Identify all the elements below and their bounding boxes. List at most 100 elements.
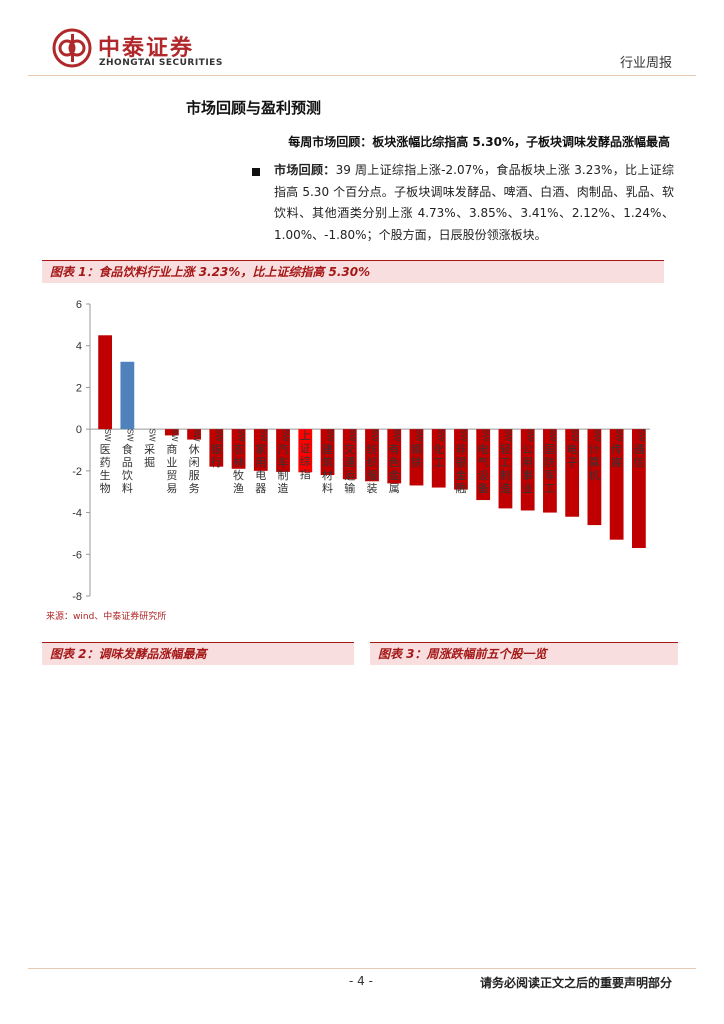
section-title: 市场回顾与盈利预测 xyxy=(186,99,322,117)
category-label-prefix: SW xyxy=(414,429,423,442)
category-label-char: 公 xyxy=(522,443,533,456)
category-label-char: 料 xyxy=(122,481,133,495)
category-label-prefix: SW xyxy=(103,429,112,442)
footer-divider xyxy=(28,968,696,969)
category-label-char: 机 xyxy=(589,468,600,482)
figure-2-title: 图表 2：调味发酵品涨幅最高 xyxy=(50,647,207,661)
bar xyxy=(476,429,491,501)
bar xyxy=(298,429,313,473)
brand-name-cn: 中泰证券 xyxy=(98,36,195,61)
category-label-char: 输 xyxy=(344,481,355,495)
bar xyxy=(431,429,446,488)
category-label-prefix: SW xyxy=(437,429,446,442)
category-label-prefix: SW xyxy=(526,429,535,442)
bar xyxy=(164,429,179,436)
category-label-char: 易 xyxy=(166,482,177,495)
category-label-char: 工 xyxy=(433,456,444,469)
bar xyxy=(342,429,357,480)
category-label-char: 用 xyxy=(255,456,266,469)
category-label-char: 算 xyxy=(589,455,600,469)
category-label-char: 服 xyxy=(367,469,378,482)
bullet-square-icon xyxy=(252,168,260,176)
bar xyxy=(187,429,201,440)
category-label-char: 交 xyxy=(344,442,355,456)
category-label-char: 业 xyxy=(166,456,177,469)
category-label-prefix: SW xyxy=(570,429,579,442)
category-label-prefix: SW xyxy=(637,429,646,442)
category-label-char: 行 xyxy=(211,456,222,469)
category-label-char: 通 xyxy=(344,456,355,469)
category-label-char: 业 xyxy=(522,482,533,495)
figure-1-titlebar: 图表 1：食品饮料行业上涨 3.23%，比上证综指高 5.30% xyxy=(42,260,664,283)
category-label-char: 备 xyxy=(478,481,489,495)
category-label-char: 牧 xyxy=(233,468,244,482)
bar xyxy=(231,429,246,469)
category-label-char: 事 xyxy=(522,469,533,482)
category-label-char: 制 xyxy=(500,469,511,482)
bar xyxy=(409,429,424,486)
category-label-char: 有 xyxy=(389,442,400,456)
category-label-prefix: SW xyxy=(392,429,401,442)
bar xyxy=(587,429,602,526)
category-label-prefix: SW xyxy=(259,429,268,442)
category-label-char: 汽 xyxy=(278,442,289,456)
category-label-char: 上 xyxy=(300,429,311,442)
category-label-char: 农 xyxy=(233,442,244,456)
y-tick-label: 6 xyxy=(76,299,82,311)
paragraph-text: 39 周上证综指上涨-2.07%，食品板块上涨 3.23%，比上证综指高 5.3… xyxy=(274,163,674,242)
bar xyxy=(609,429,624,540)
category-label-char: 医 xyxy=(100,443,111,456)
category-label-prefix: SW xyxy=(237,429,246,442)
category-label-char: 生 xyxy=(100,468,111,482)
y-tick-label: -8 xyxy=(72,591,82,603)
category-label-char: 计 xyxy=(589,443,600,456)
y-tick-label: 4 xyxy=(76,341,82,353)
category-label-char: 子 xyxy=(567,456,578,469)
category-label-char: 纺 xyxy=(367,442,378,456)
category-label-char: 建 xyxy=(322,442,333,456)
category-label-char: 掘 xyxy=(144,455,155,469)
category-label-char: 化 xyxy=(433,442,444,456)
category-label-char: 银 xyxy=(211,442,222,456)
category-label-char: 运 xyxy=(344,469,355,482)
category-label-char: 服 xyxy=(189,469,200,482)
document-type: 行业周报 xyxy=(619,56,672,71)
bar xyxy=(498,429,513,509)
category-label-prefix: SW xyxy=(148,429,157,442)
bar xyxy=(387,429,402,484)
category-label-char: 设 xyxy=(478,469,489,482)
zhongtai-logo-icon xyxy=(52,28,92,68)
category-label-char: 证 xyxy=(300,442,311,455)
category-label-prefix: SW xyxy=(125,429,134,442)
bar xyxy=(365,429,379,482)
figure-1-title: 图表 1：食品饮料行业上涨 3.23%，比上证综指高 5.30% xyxy=(50,265,371,279)
category-label-char: 钢 xyxy=(411,443,422,456)
category-label-char: 闲 xyxy=(189,455,200,469)
category-label-char: 属 xyxy=(389,482,400,495)
category-label-char: 银 xyxy=(455,455,466,469)
category-label-char: 金 xyxy=(389,468,400,482)
category-label-char: 综 xyxy=(300,454,311,468)
category-label-char: 工 xyxy=(500,456,511,469)
bar xyxy=(454,429,468,490)
category-label-char: 通 xyxy=(633,443,644,456)
category-label-char: 气 xyxy=(478,455,489,469)
category-label-char: 防 xyxy=(544,455,555,469)
category-label-char: 信 xyxy=(633,456,644,469)
market-review-paragraph: 市场回顾：39 周上证综指上涨-2.07%，食品板块上涨 3.23%，比上证综指… xyxy=(274,160,674,246)
category-label-char: 物 xyxy=(100,481,111,495)
bar xyxy=(253,429,268,471)
category-label-char: 电 xyxy=(478,443,489,456)
category-label-char: 电 xyxy=(567,443,578,456)
category-label-char: 筑 xyxy=(322,455,333,469)
y-tick-label: 0 xyxy=(76,424,82,436)
bar xyxy=(98,335,113,430)
category-label-char: 贸 xyxy=(166,469,177,482)
category-label-char: 造 xyxy=(500,481,511,495)
category-label-prefix: SW xyxy=(192,429,201,442)
category-label-char: 休 xyxy=(189,443,200,456)
category-label-char: 媒 xyxy=(611,456,622,469)
category-label-char: 料 xyxy=(322,481,333,495)
category-label-prefix: SW xyxy=(370,429,379,442)
category-label-prefix: SW xyxy=(503,429,512,442)
